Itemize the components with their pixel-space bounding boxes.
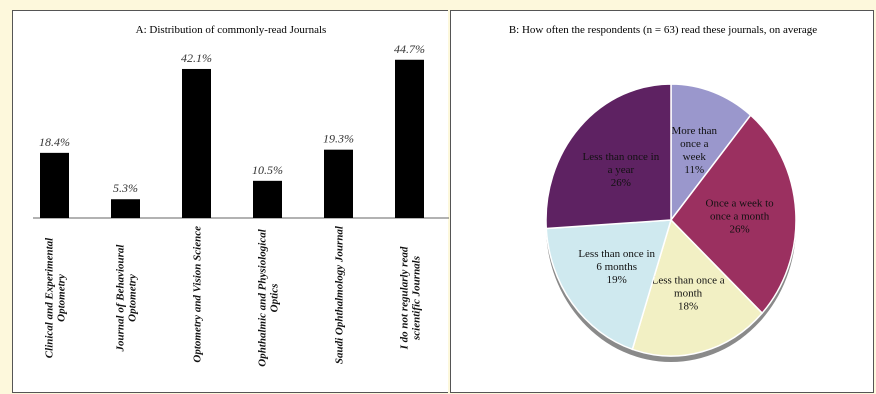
category-label: Clinical and ExperimentalOptometry bbox=[44, 237, 68, 358]
pie-slice-4 bbox=[545, 83, 672, 230]
category-label-line: scientific Journals bbox=[411, 256, 423, 341]
category-label-line: Optics bbox=[269, 284, 281, 313]
category-label: Ophthalmic and PhysiologicalOptics bbox=[257, 228, 281, 366]
bar-2 bbox=[182, 68, 211, 218]
bar-chart-panel: A: Distribution of commonly-read Journal… bbox=[12, 10, 449, 393]
category-label-line: Optometry bbox=[127, 274, 139, 322]
slice-label-line: Less than once in bbox=[583, 151, 660, 163]
category-label: I do not regularly readscientific Journa… bbox=[399, 246, 423, 350]
category-label-line: Optometry and Vision Science bbox=[192, 226, 204, 363]
slice-label-line: a year bbox=[608, 164, 635, 176]
pie-slice-2 bbox=[631, 218, 764, 357]
bars-group: 18.4%Clinical and ExperimentalOptometry5… bbox=[39, 42, 425, 367]
slice-label-line: 26% bbox=[730, 223, 750, 235]
bar-1 bbox=[111, 199, 140, 218]
slice-label-line: week bbox=[683, 151, 707, 163]
pie-chart: B: How often the respondents (n = 63) re… bbox=[509, 24, 817, 362]
pie-group: More than once a week 11%Once a week to once… bbox=[545, 83, 797, 362]
category-label: Journal of BehaviouralOptometry bbox=[115, 244, 139, 353]
slice-label-line: Less than once in bbox=[578, 248, 655, 260]
slice-label-line: month bbox=[674, 287, 703, 299]
category-label: Saudi Ophthalmology Journal bbox=[334, 225, 346, 364]
pie-slice-0 bbox=[670, 83, 752, 223]
chart-b-title: B: How often the respondents (n = 63) re… bbox=[509, 24, 817, 36]
slice-label: Once a week to once a month 26% bbox=[706, 197, 775, 235]
bar-chart: A: Distribution of commonly-read Journal… bbox=[33, 24, 449, 367]
bar-4 bbox=[324, 149, 353, 218]
bar-3 bbox=[253, 180, 282, 218]
bar-value-label: 10.5% bbox=[252, 163, 283, 177]
category-label-line: I do not regularly read bbox=[399, 246, 411, 350]
category-label-line: Journal of Behavioural bbox=[115, 244, 127, 353]
category-label-line: Clinical and Experimental bbox=[44, 237, 56, 358]
bar-value-label: 5.3% bbox=[113, 181, 138, 195]
bar-value-label: 19.3% bbox=[323, 132, 354, 146]
slice-label-line: once a bbox=[680, 138, 709, 150]
category-label-line: Ophthalmic and Physiological bbox=[257, 228, 269, 366]
slice-label-line: 19% bbox=[607, 274, 627, 286]
pie-slice-3 bbox=[545, 219, 673, 351]
slice-label-line: 18% bbox=[678, 300, 698, 312]
bar-value-label: 18.4% bbox=[39, 135, 70, 149]
bar-5 bbox=[395, 59, 424, 219]
slice-label: Less than once in 6 months 19% bbox=[578, 248, 655, 286]
bar-value-label: 42.1% bbox=[181, 51, 212, 65]
slice-label-line: 6 months bbox=[596, 261, 637, 273]
chart-a-title: A: Distribution of commonly-read Journal… bbox=[136, 24, 327, 36]
slice-label-line: Once a week to bbox=[706, 197, 775, 209]
slice-label: Less than once a month 18% bbox=[652, 274, 725, 312]
category-label: Optometry and Vision Science bbox=[192, 226, 204, 363]
category-label-line: Saudi Ophthalmology Journal bbox=[334, 225, 346, 364]
slice-label: Less than once in a year 26% bbox=[583, 151, 660, 189]
slice-label-line: More than bbox=[672, 125, 718, 137]
pie-slice-1 bbox=[670, 114, 797, 315]
slice-label: More than once a week 11% bbox=[672, 125, 718, 176]
slice-label-line: Less than once a bbox=[652, 274, 725, 286]
slice-label-line: 26% bbox=[611, 177, 631, 189]
bar-0 bbox=[40, 152, 69, 218]
slice-label-line: 11% bbox=[684, 164, 704, 176]
bar-value-label: 44.7% bbox=[394, 42, 425, 56]
pie-chart-panel: B: How often the respondents (n = 63) re… bbox=[450, 10, 874, 393]
slice-label-line: once a month bbox=[710, 210, 770, 222]
category-label-line: Optometry bbox=[56, 274, 68, 322]
